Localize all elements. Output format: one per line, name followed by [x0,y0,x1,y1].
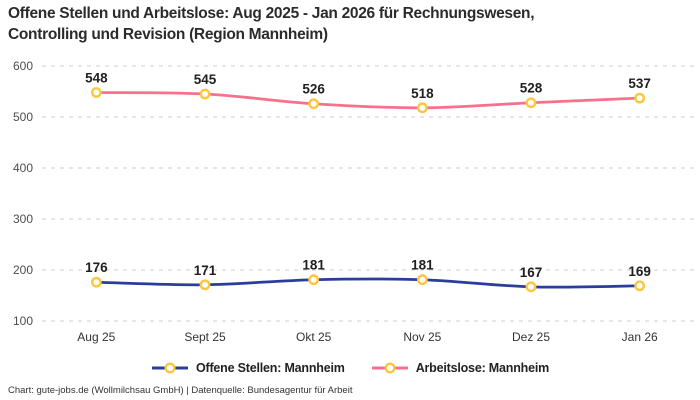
chart-title: Offene Stellen und Arbeitslose: Aug 2025… [8,5,535,43]
y-axis-tick-label: 200 [13,263,33,277]
y-axis-tick-label: 500 [13,110,33,124]
data-point-marker[interactable] [525,281,537,293]
chart-legend: Offene Stellen: Mannheim Arbeitslose: Man… [0,361,700,375]
data-point-marker[interactable] [90,87,102,98]
data-point-marker[interactable] [308,274,320,286]
data-point-marker[interactable] [634,280,646,292]
data-point-value-label: 528 [520,81,543,96]
data-point-value-label: 167 [520,265,543,280]
data-point-marker[interactable] [308,98,320,110]
x-axis-tick-label: Jan 26 [622,330,658,344]
line-chart-plot-area: 100 200 300 400 500 600 Aug 25 Sept 25 Okt 25 Nov… [13,59,694,344]
y-axis-tick-label: 400 [13,161,33,175]
data-point-value-label: 537 [628,76,651,91]
x-axis-tick-label: Okt 25 [296,330,332,344]
data-point-marker[interactable] [90,276,102,288]
data-point-value-label: 181 [411,258,434,273]
x-axis-tick-label: Aug 25 [77,330,115,344]
legend-item: Arbeitslose: Mannheim [371,361,549,375]
series-line-arbeitslose [94,91,642,110]
legend-item: Offene Stellen: Mannheim [151,361,345,375]
y-axis-tick-label: 600 [13,59,33,73]
data-point-value-label: 526 [302,82,325,97]
data-point-marker[interactable] [416,274,428,286]
data-point-marker[interactable] [634,92,646,104]
data-point-value-label: 176 [85,260,108,275]
legend-line-marker-icon [151,362,188,374]
legend-line-marker-icon [371,362,408,374]
data-point-value-label: 169 [628,264,651,279]
x-axis-tick-label: Sept 25 [184,330,226,344]
data-point-marker[interactable] [525,97,537,109]
data-point-marker[interactable] [199,88,211,100]
y-axis-tick-label: 100 [13,314,33,328]
chart-footer-attribution: Chart: gute-jobs.de (Wollmilchsau GmbH) … [8,385,353,396]
data-point-marker[interactable] [199,279,211,291]
x-axis-tick-label: Dez 25 [512,330,550,344]
data-point-marker[interactable] [416,102,428,114]
data-point-value-label: 171 [194,263,217,278]
y-axis-tick-label: 300 [13,212,33,226]
data-point-value-label: 518 [411,86,434,101]
legend-label: Arbeitslose: Mannheim [415,361,550,375]
data-point-value-label: 545 [194,72,217,87]
legend-label: Offene Stellen: Mannheim [195,361,345,375]
data-point-value-label: 181 [302,258,325,273]
series-line-offene_stellen [94,277,642,289]
x-axis-tick-label: Nov 25 [403,330,441,344]
data-point-value-label: 548 [85,71,108,86]
